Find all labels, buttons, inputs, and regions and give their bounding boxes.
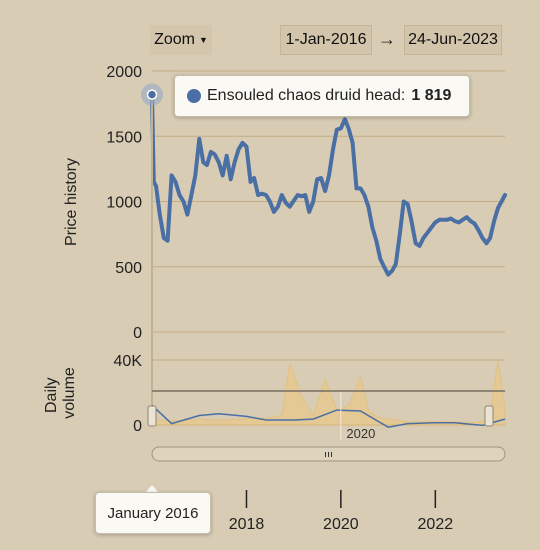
volume-area [151, 359, 506, 426]
zoom-label: Zoom [154, 31, 195, 48]
volume-series-group [151, 359, 506, 426]
price-y-tick-label: 0 [133, 325, 142, 342]
chevron-down-icon: ▼ [198, 35, 208, 45]
date-from-input[interactable]: 1-Jan-2016 [280, 25, 372, 55]
date-range-arrow-icon: → [378, 29, 396, 49]
volume-y-tick-label: 0 [133, 418, 142, 435]
x-tick-label: 2018 [229, 516, 265, 533]
navigator-tooltip-arrow [145, 485, 159, 493]
x-tick-label: 2022 [418, 516, 454, 533]
tooltip-series-name: Ensouled chaos druid head: [207, 87, 406, 104]
zoom-dropdown[interactable]: Zoom ▼ [150, 25, 212, 55]
date-to-input[interactable]: 24-Jun-2023 [404, 25, 502, 55]
price-y-axis-title: Price history [63, 158, 80, 246]
price-chart-grid [152, 70, 505, 333]
volume-y-axis-title: Daily volume [43, 367, 78, 419]
navigator-tick-label: 2020 [346, 426, 375, 441]
volume-y-axis-ticks: 0 40K [114, 353, 143, 435]
price-y-tick-label: 1000 [106, 195, 142, 212]
x-tick-label: 2020 [323, 516, 359, 533]
volume-y-tick-label: 40K [114, 353, 143, 370]
navigator-top-border [152, 390, 505, 392]
price-series-line [150, 92, 507, 277]
series-dot-icon [187, 89, 201, 103]
navigator-panel[interactable]: 2020 [147, 390, 506, 462]
navigator-left-handle [147, 405, 157, 427]
price-series-group [150, 92, 507, 277]
hover-point-marker [141, 83, 163, 425]
navigator-tooltip: January 2016 [95, 492, 211, 534]
tooltip-value: 1 819 [411, 87, 452, 104]
navigator-right-handle [484, 405, 494, 427]
price-tooltip: Ensouled chaos druid head: 1 819 [174, 75, 470, 117]
price-y-tick-label: 500 [115, 260, 142, 277]
price-y-tick-label: 1500 [106, 129, 142, 146]
price-y-axis-ticks: 0 500 1000 1500 2000 [106, 64, 142, 342]
navigator-series-line [151, 404, 506, 428]
price-y-tick-label: 2000 [106, 64, 142, 81]
x-axis-ticks: 2018 2020 2022 [229, 490, 454, 533]
hover-point [146, 89, 158, 100]
